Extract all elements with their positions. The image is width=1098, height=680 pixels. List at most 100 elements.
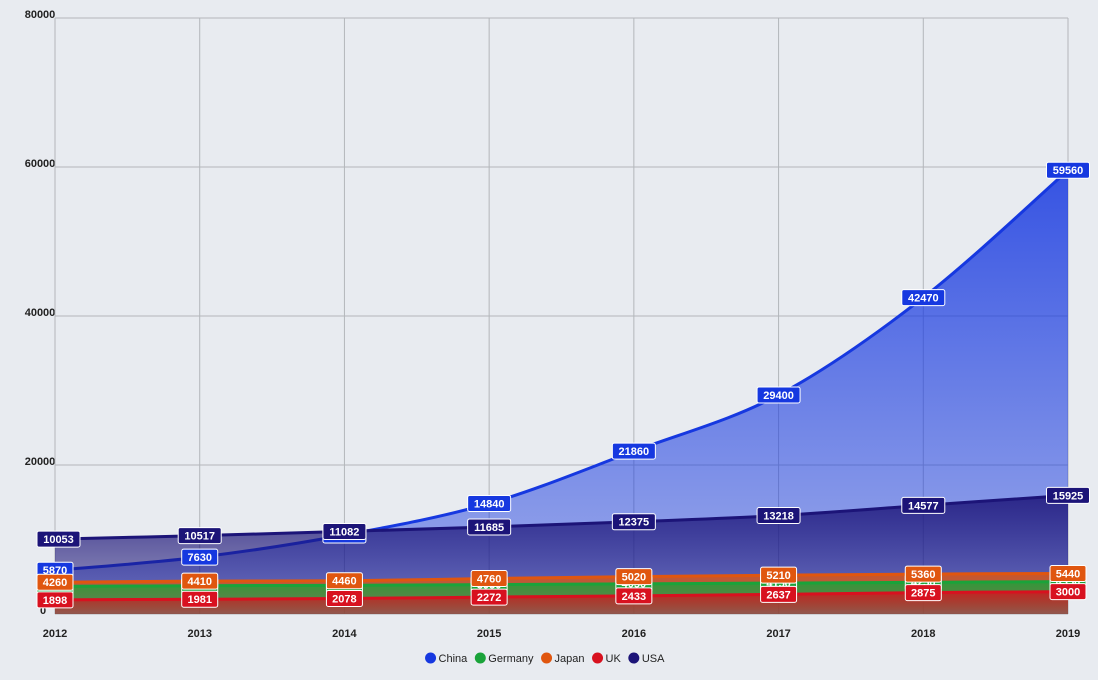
label-text: 11685 (474, 522, 504, 534)
data-label: 2433 (615, 587, 653, 605)
label-box (756, 386, 801, 404)
label-text: 11082 (329, 526, 359, 538)
label-box (322, 522, 367, 540)
label-text: 5020 (622, 572, 646, 584)
data-labels: 5870763010600148402186029400424705956037… (36, 161, 1090, 609)
data-label: 3000 (1049, 583, 1087, 601)
area (55, 591, 1068, 614)
data-label: 4460 (325, 572, 363, 590)
data-label: 1981 (181, 590, 219, 608)
label-box (1049, 583, 1087, 601)
data-label: 5020 (615, 568, 653, 586)
label-text: 1981 (187, 594, 211, 606)
label-box (611, 513, 656, 531)
data-label: 11082 (322, 522, 367, 540)
data-label: 15925 (1046, 486, 1090, 504)
label-box (901, 496, 946, 514)
legend-label: UK (606, 653, 622, 665)
y-tick-label: 60000 (25, 158, 56, 170)
label-text: 42470 (908, 293, 939, 305)
label-text: 5440 (1056, 568, 1080, 580)
y-tick-label: 20000 (25, 456, 56, 468)
label-box (470, 588, 508, 606)
label-text: 29400 (763, 390, 794, 402)
legend-label: Germany (488, 653, 534, 665)
data-label: 59560 (1046, 161, 1090, 179)
label-box (177, 527, 222, 545)
y-tick-label: 40000 (25, 307, 56, 319)
label-box (467, 518, 512, 536)
label-box (611, 442, 656, 460)
legend-item: Germany (474, 652, 534, 665)
data-label: 5210 (760, 566, 798, 584)
label-text: 2433 (622, 591, 646, 603)
label-text: 2637 (766, 589, 790, 601)
label-box (36, 573, 74, 591)
y-tick-label: 80000 (25, 9, 56, 21)
legend-label: China (439, 653, 469, 665)
label-text: 4760 (477, 573, 501, 585)
label-text: 10053 (43, 534, 74, 546)
data-label: 4410 (181, 572, 219, 590)
label-box (181, 548, 219, 566)
data-label: 14577 (901, 496, 946, 514)
label-box (760, 585, 798, 603)
label-box (325, 590, 363, 608)
legend-item: Japan (541, 652, 585, 665)
label-text: 59560 (1053, 165, 1084, 177)
label-text: 4260 (43, 577, 67, 589)
x-tick-label: 2017 (766, 628, 790, 640)
data-label: 4260 (36, 573, 74, 591)
label-box (181, 572, 219, 590)
label-box (1046, 486, 1090, 504)
data-label: 13218 (756, 507, 801, 525)
legend-item: China (425, 652, 469, 665)
legend-dot (425, 652, 437, 664)
legend-label: Japan (555, 653, 585, 665)
label-text: 7630 (187, 552, 211, 564)
label-text: 15925 (1053, 490, 1084, 502)
label-text: 2875 (911, 587, 935, 599)
x-tick-label: 2012 (43, 628, 67, 640)
label-box (36, 591, 74, 609)
x-tick-label: 2013 (187, 628, 211, 640)
legend-dot (592, 652, 604, 664)
legend-dot (474, 652, 486, 664)
data-label: 14840 (467, 494, 512, 512)
label-box (615, 568, 653, 586)
data-label: 7630 (181, 548, 219, 566)
x-tick-label: 2019 (1056, 628, 1080, 640)
x-tick-label: 2018 (911, 628, 935, 640)
legend-dot (628, 652, 640, 664)
x-tick-label: 2015 (477, 628, 501, 640)
data-label: 11685 (467, 518, 512, 536)
label-text: 12375 (619, 517, 650, 529)
data-label: 2637 (760, 585, 798, 603)
label-box (901, 289, 946, 307)
label-text: 3000 (1056, 587, 1080, 599)
data-label: 1898 (36, 591, 74, 609)
label-box (756, 507, 801, 525)
label-text: 14840 (474, 498, 505, 510)
legend-dot (541, 652, 553, 664)
legend-item: USA (628, 652, 665, 665)
data-label: 5440 (1049, 564, 1087, 582)
data-label: 10053 (36, 530, 81, 548)
label-text: 2272 (477, 592, 501, 604)
label-text: 10517 (184, 531, 215, 543)
data-label: 42470 (901, 289, 946, 307)
y-tick-label: 0 (40, 605, 46, 617)
label-box (904, 584, 942, 602)
x-tick-label: 2014 (332, 628, 357, 640)
label-box (325, 572, 363, 590)
label-box (760, 566, 798, 584)
data-label: 2272 (470, 588, 508, 606)
data-label: 10517 (177, 527, 222, 545)
data-label: 29400 (756, 386, 801, 404)
label-text: 1898 (43, 595, 67, 607)
area (55, 170, 1068, 614)
label-text: 5360 (911, 569, 935, 581)
label-text: 14577 (908, 500, 939, 512)
legend-item: UK (592, 652, 622, 665)
label-box (470, 570, 508, 588)
